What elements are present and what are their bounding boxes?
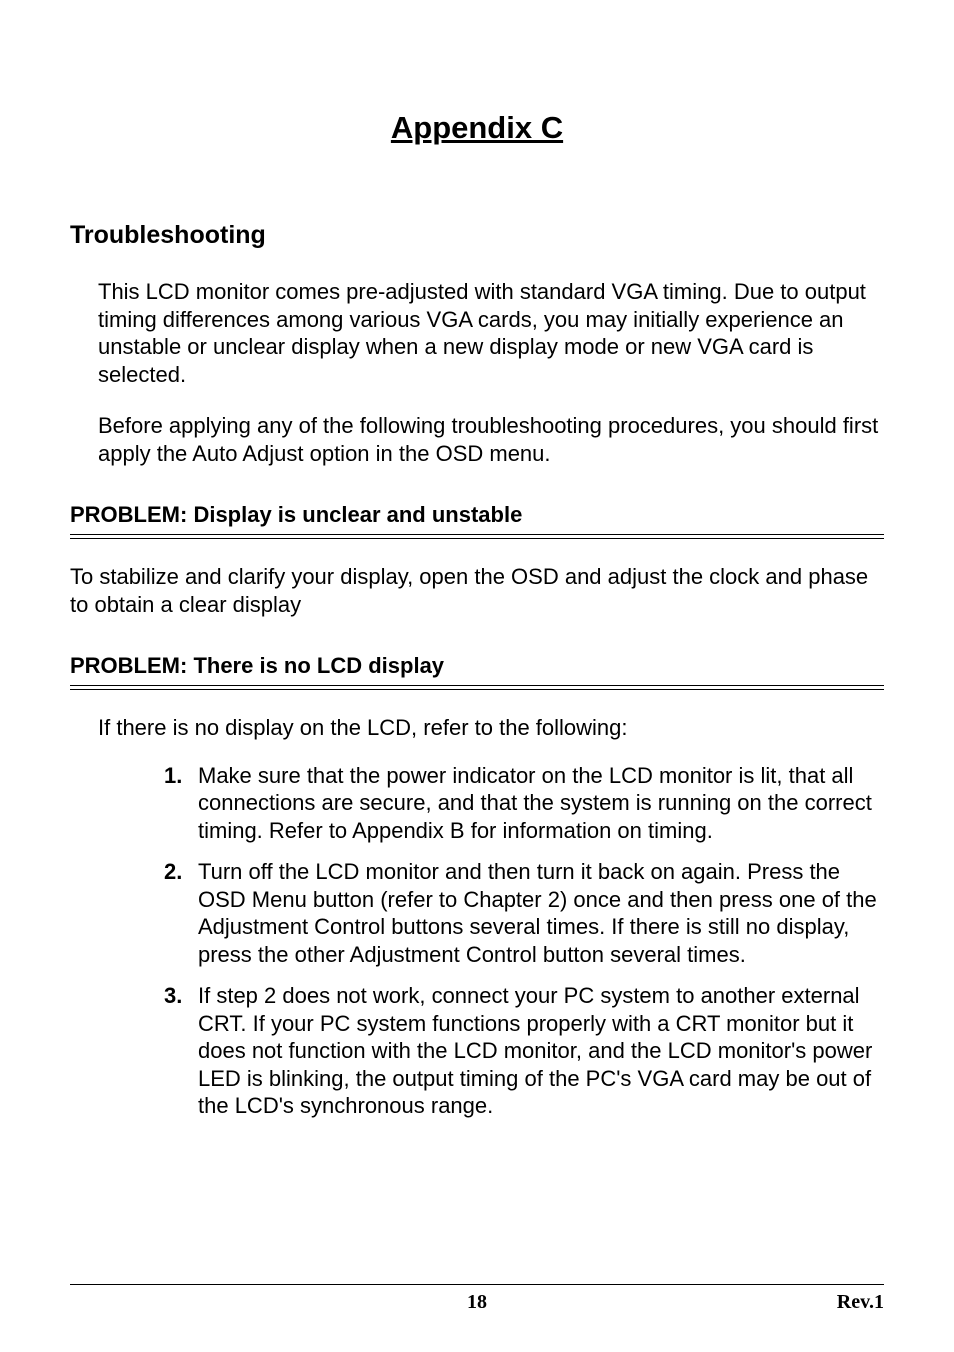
list-item: 1. Make sure that the power indicator on… bbox=[164, 762, 884, 845]
page-footer: 18 Rev.1 bbox=[70, 1284, 884, 1314]
page-container: Appendix C Troubleshooting This LCD moni… bbox=[0, 0, 954, 1352]
problem-block-1: PROBLEM: Display is unclear and unstable… bbox=[70, 502, 884, 618]
footer-row: 18 Rev.1 bbox=[70, 1291, 884, 1314]
intro-paragraph-2: Before applying any of the following tro… bbox=[98, 412, 884, 467]
section-heading: Troubleshooting bbox=[70, 221, 884, 250]
list-item-number: 1. bbox=[164, 762, 198, 845]
numbered-list: 1. Make sure that the power indicator on… bbox=[164, 762, 884, 1120]
list-item: 2. Turn off the LCD monitor and then tur… bbox=[164, 858, 884, 968]
footer-page-number: 18 bbox=[467, 1291, 487, 1314]
footer-revision: Rev.1 bbox=[837, 1291, 884, 1314]
page-title: Appendix C bbox=[70, 110, 884, 146]
list-item-number: 2. bbox=[164, 858, 198, 968]
list-item: 3. If step 2 does not work, connect your… bbox=[164, 982, 884, 1120]
problem-heading-2: PROBLEM: There is no LCD display bbox=[70, 653, 884, 683]
double-rule bbox=[70, 534, 884, 539]
double-rule bbox=[70, 685, 884, 690]
footer-rule bbox=[70, 1284, 884, 1285]
problem-heading-1: PROBLEM: Display is unclear and unstable bbox=[70, 502, 884, 532]
list-item-text: Make sure that the power indicator on th… bbox=[198, 762, 884, 845]
problem-block-2: PROBLEM: There is no LCD display If ther… bbox=[70, 653, 884, 1120]
intro-paragraph-1: This LCD monitor comes pre-adjusted with… bbox=[98, 278, 884, 388]
list-item-text: If step 2 does not work, connect your PC… bbox=[198, 982, 884, 1120]
problem-lead-2: If there is no display on the LCD, refer… bbox=[98, 714, 884, 742]
list-item-text: Turn off the LCD monitor and then turn i… bbox=[198, 858, 884, 968]
problem-body-1: To stabilize and clarify your display, o… bbox=[70, 563, 884, 618]
list-item-number: 3. bbox=[164, 982, 198, 1120]
